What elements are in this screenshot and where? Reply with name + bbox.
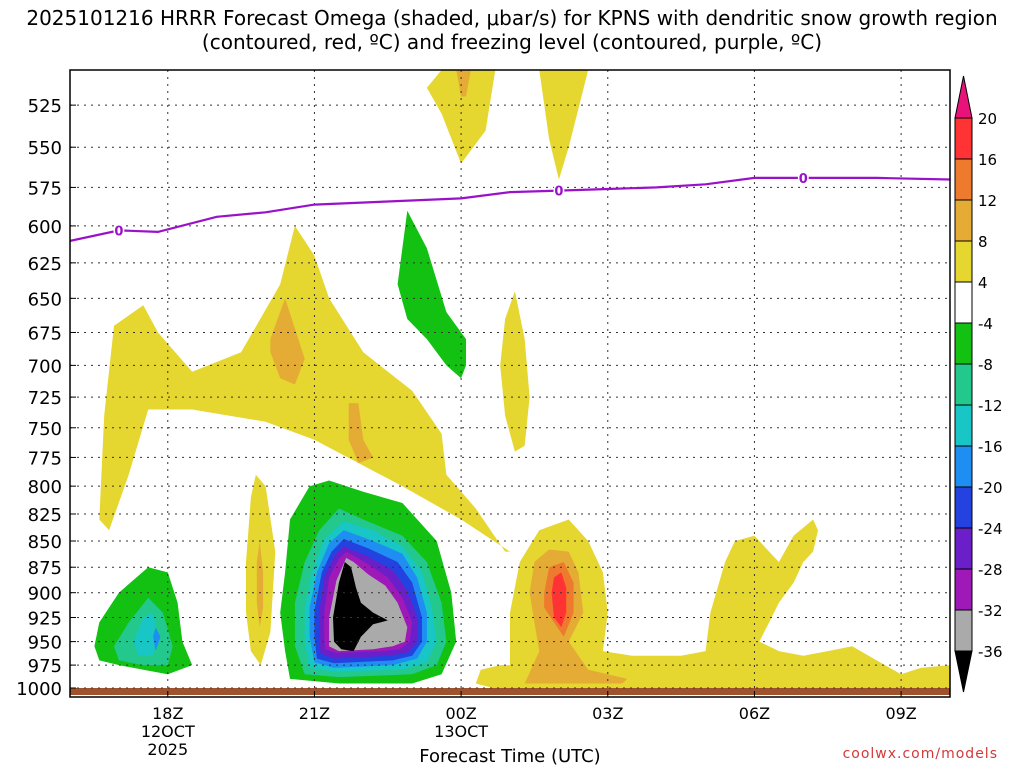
colorbar-top-arrow (954, 75, 973, 119)
y-tick-label: 650 (28, 289, 62, 310)
freezing-level-label: 0 (554, 185, 563, 200)
omega-region-7 (348, 403, 374, 464)
colorbar-label: -36 (978, 643, 1003, 661)
colorbar-label: 4 (978, 274, 988, 292)
y-tick-label: 550 (28, 138, 62, 159)
y-tick-label: 525 (28, 96, 62, 117)
colorbar-bin-6 (954, 363, 973, 406)
colorbar-bin-12 (954, 609, 973, 652)
omega-region-3 (426, 70, 496, 164)
colorbar-bottom-arrow (954, 650, 973, 693)
colorbar-label: 12 (978, 192, 997, 210)
omega-region-4 (539, 70, 589, 180)
x-tick-label: 00Z (445, 704, 476, 723)
colorbar-bin-5 (954, 322, 973, 365)
colorbar-bin-2 (954, 199, 973, 242)
y-tick-label: 725 (28, 388, 62, 409)
omega-region-12 (551, 572, 567, 628)
colorbar-label: -12 (978, 397, 1003, 415)
colorbar-bin-1 (954, 158, 973, 201)
x-axis-label: Forecast Time (UTC) (419, 746, 601, 767)
colorbar-label: -28 (978, 561, 1003, 579)
colorbar-label: 16 (978, 151, 997, 169)
y-tick-label: 800 (28, 477, 62, 498)
colorbar-label: 8 (978, 233, 988, 251)
colorbar-label: 20 (978, 110, 997, 128)
x-tick-label: 18Z (152, 704, 183, 723)
y-tick-label: 950 (28, 633, 62, 654)
colorbar-bin-10 (954, 527, 973, 570)
y-tick-label: 575 (28, 178, 62, 199)
colorbar-label: -8 (978, 356, 993, 374)
plot-frame (69, 69, 951, 698)
colorbar-bin-11 (954, 568, 973, 611)
omega-region-20 (153, 627, 161, 652)
x-tick-sublabel: 13OCT (434, 722, 488, 741)
y-tick-label: 875 (28, 558, 62, 579)
x-tick-sublabel: 12OCT (141, 722, 195, 741)
y-tick-label: 750 (28, 419, 62, 440)
x-tick-label: 03Z (592, 704, 623, 723)
y-tick-label: 1000 (16, 679, 62, 700)
ground-strip (70, 688, 950, 695)
omega-region-18 (133, 612, 158, 656)
omega-region-0 (99, 225, 511, 552)
freezing-level-label: 0 (114, 224, 123, 239)
omega-region-26 (333, 562, 388, 652)
y-axis: 525 550 575 600 625 650 675 700 725 750 775 800 825 8… (16, 96, 76, 700)
y-tick-label: 925 (28, 608, 62, 629)
freezing-level-line (70, 176, 950, 242)
y-tick-label: 700 (28, 356, 62, 377)
y-tick-label: 975 (28, 656, 62, 677)
x-tick-label: 21Z (299, 704, 330, 723)
colorbar-label: -4 (978, 315, 993, 333)
colorbar-bin-3 (954, 240, 973, 283)
colorbar-label: -20 (978, 479, 1003, 497)
omega-region-8 (256, 541, 264, 628)
omega-region-2 (500, 291, 530, 452)
x-tick-sublabel: 2025 (147, 740, 188, 759)
y-tick-label: 600 (28, 217, 62, 238)
colorbar-label: -24 (978, 520, 1003, 538)
colorbar-bin-9 (954, 486, 973, 529)
freezing-level-contour: 0 0 0 (70, 170, 950, 242)
y-tick-label: 625 (28, 254, 62, 275)
omega-region-9 (456, 70, 471, 97)
colorbar-bin-0 (954, 117, 973, 160)
y-tick-label: 825 (28, 505, 62, 526)
omega-region-6 (270, 298, 305, 385)
omega-region-13 (397, 210, 466, 379)
y-tick-label: 850 (28, 532, 62, 553)
colorbar-bin-7 (954, 404, 973, 447)
colorbar-label: -32 (978, 602, 1003, 620)
x-tick-label: 06Z (739, 704, 770, 723)
omega-region-5 (475, 519, 950, 693)
x-tick-label: 09Z (885, 704, 916, 723)
colorbar-bin-4 (954, 281, 973, 324)
freezing-level-label: 0 (799, 172, 808, 187)
credit-link[interactable]: coolwx.com/models (842, 746, 998, 762)
colorbar-label: -16 (978, 438, 1003, 456)
colorbar: 20 16 12 8 4 -4 -8 -12 -16 -20 -24 -28 -32 -36 (954, 75, 1003, 693)
y-tick-label: 900 (28, 584, 62, 605)
chart-title: 2025101216 HRRR Forecast Omega (shaded, … (26, 6, 998, 54)
y-tick-label: 775 (28, 448, 62, 469)
colorbar-bin-8 (954, 445, 973, 488)
omega-shading (94, 70, 950, 693)
y-tick-label: 675 (28, 323, 62, 344)
